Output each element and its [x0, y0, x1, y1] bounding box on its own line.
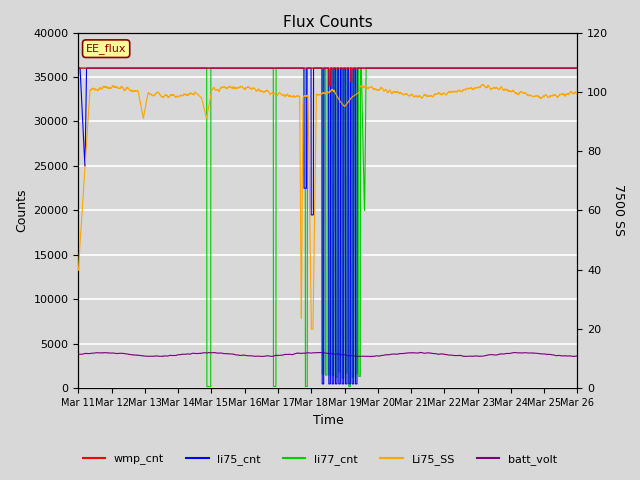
Y-axis label: 7500 SS: 7500 SS [612, 184, 625, 237]
X-axis label: Time: Time [312, 414, 343, 427]
Y-axis label: Counts: Counts [15, 189, 28, 232]
Legend: wmp_cnt, li75_cnt, li77_cnt, Li75_SS, batt_volt: wmp_cnt, li75_cnt, li77_cnt, Li75_SS, ba… [78, 450, 562, 469]
Text: EE_flux: EE_flux [86, 43, 126, 54]
Title: Flux Counts: Flux Counts [283, 15, 373, 30]
